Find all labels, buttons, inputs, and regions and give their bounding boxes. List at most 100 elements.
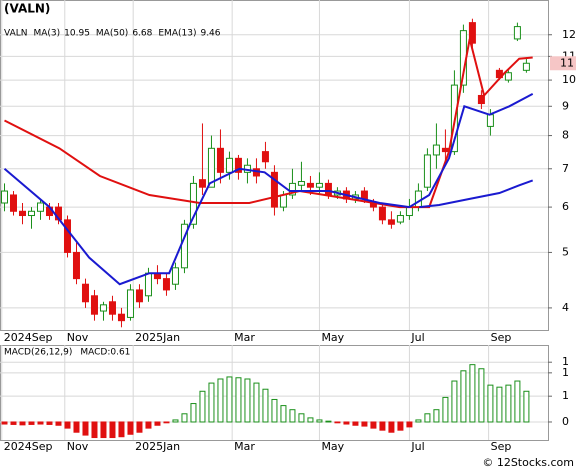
y-tick-label: 5 bbox=[562, 245, 569, 258]
candle-body bbox=[207, 147, 215, 188]
legend-value: 10.95 bbox=[64, 29, 90, 39]
macd-bar bbox=[1, 421, 8, 425]
legend-ticker: VALN bbox=[4, 29, 27, 39]
price-panel bbox=[0, 0, 549, 331]
macd-bar bbox=[190, 403, 197, 423]
x-tick-label: 2025Jan bbox=[135, 440, 180, 453]
legend-label: MACD(26,12,9) bbox=[4, 348, 72, 358]
legend-name: EMA(13) bbox=[158, 29, 196, 39]
macd-bar bbox=[388, 421, 395, 433]
x-tick-label: Mar bbox=[234, 331, 255, 344]
candle-body bbox=[468, 22, 476, 44]
macd-bar bbox=[235, 377, 242, 423]
legend-name: MA(50) bbox=[96, 29, 128, 39]
macd-bar bbox=[136, 421, 143, 433]
macd-bar bbox=[28, 421, 35, 425]
candle-body bbox=[279, 194, 287, 208]
candle-body bbox=[63, 219, 71, 253]
x-tick-label: Jul bbox=[410, 331, 424, 344]
watermark: © 12Stocks.com bbox=[482, 456, 574, 469]
macd-bar bbox=[505, 384, 512, 423]
candle-body bbox=[324, 182, 332, 196]
macd-bar bbox=[415, 419, 422, 423]
candle-body bbox=[477, 94, 485, 105]
x-tick-label: May bbox=[321, 440, 344, 453]
macd-bar bbox=[496, 386, 503, 423]
y-tick-label: 1 bbox=[562, 366, 569, 379]
macd-bar bbox=[379, 421, 386, 431]
macd-panel bbox=[0, 345, 549, 441]
candle-body bbox=[9, 194, 17, 212]
candle-body bbox=[396, 215, 404, 223]
macd-bar bbox=[343, 421, 350, 425]
x-tick-label: Sep bbox=[491, 440, 512, 453]
candle-body bbox=[198, 179, 206, 188]
macd-bar bbox=[334, 421, 341, 424]
macd-bar bbox=[433, 409, 440, 423]
candle-body bbox=[135, 289, 143, 303]
macd-bar bbox=[262, 388, 269, 423]
macd-bar bbox=[37, 421, 44, 425]
macd-bar bbox=[397, 421, 404, 431]
x-tick-label: 2025Jan bbox=[135, 331, 180, 344]
candle-body bbox=[414, 190, 422, 208]
last-price-label: 11 bbox=[560, 56, 574, 69]
x-tick-label: Nov bbox=[67, 331, 89, 344]
macd-bar bbox=[217, 378, 224, 423]
candle-body bbox=[270, 171, 278, 208]
y-tick-label: 4 bbox=[562, 301, 569, 314]
macd-bar bbox=[64, 421, 71, 429]
macd-bar bbox=[451, 380, 458, 423]
candle-body bbox=[90, 295, 98, 315]
macd-bar bbox=[109, 421, 116, 439]
macd-bar bbox=[442, 396, 449, 423]
candle-body bbox=[504, 72, 512, 81]
macd-bar bbox=[289, 409, 296, 423]
macd-bar bbox=[208, 382, 215, 423]
candle-body bbox=[513, 26, 521, 40]
candle-body bbox=[189, 182, 197, 225]
legend-name: MA(3) bbox=[33, 29, 60, 39]
ma-line bbox=[3, 93, 534, 286]
macd-bar bbox=[127, 421, 134, 435]
macd-bar bbox=[163, 421, 170, 424]
candle-body bbox=[297, 181, 305, 186]
macd-bar bbox=[226, 376, 233, 423]
candle-body bbox=[27, 210, 35, 217]
candle-body bbox=[162, 278, 170, 291]
macd-bar bbox=[478, 368, 485, 423]
macd-bar bbox=[460, 370, 467, 423]
y-tick-label: 9 bbox=[562, 99, 569, 112]
macd-bar bbox=[352, 421, 359, 426]
macd-bar bbox=[199, 390, 206, 423]
candle-body bbox=[387, 219, 395, 225]
macd-bar bbox=[271, 398, 278, 423]
candle-body bbox=[72, 251, 80, 280]
y-tick-label: 10 bbox=[562, 73, 576, 86]
macd-bar bbox=[244, 378, 251, 423]
last-price-box bbox=[550, 56, 576, 71]
candle-body bbox=[216, 147, 224, 173]
macd-bar bbox=[370, 421, 377, 429]
candle-body bbox=[225, 157, 233, 173]
candle-body bbox=[117, 313, 125, 322]
x-tick-label: Nov bbox=[67, 440, 89, 453]
macd-bar bbox=[10, 421, 17, 425]
macd-bar bbox=[424, 413, 431, 423]
macd-bar bbox=[253, 382, 260, 423]
candle-body bbox=[360, 190, 368, 200]
chart-title: (VALN) bbox=[4, 2, 50, 16]
ma-line bbox=[419, 179, 534, 209]
x-tick-label: Jul bbox=[410, 440, 424, 453]
macd-bar bbox=[55, 421, 62, 426]
y-tick-label: 0 bbox=[562, 415, 569, 428]
macd-bar bbox=[469, 364, 476, 423]
macd-bar bbox=[19, 421, 26, 426]
macd-bar bbox=[73, 421, 80, 433]
candle-body bbox=[405, 206, 413, 217]
candle-body bbox=[441, 147, 449, 153]
macd-bar bbox=[280, 405, 287, 423]
macd-bar bbox=[91, 421, 98, 439]
candle-body bbox=[315, 182, 323, 188]
